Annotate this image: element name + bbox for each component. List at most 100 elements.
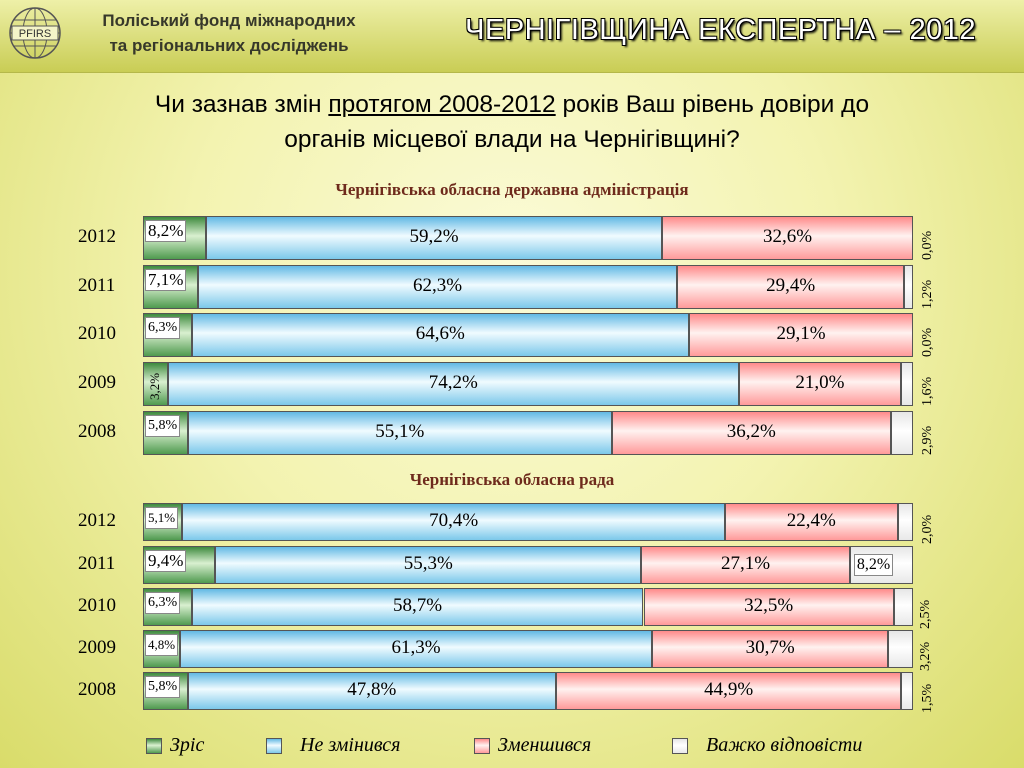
stacked-bar-1-2009 [143,362,913,406]
data-label-ne-zminyvsia: 64,6% [415,323,465,344]
year-label-1-2008: 2008 [78,421,116,442]
data-label-vazhko: 3,2% [918,641,933,671]
bar-segment-ne-zminyvsia [191,313,689,357]
year-label-1-2010: 2010 [78,323,116,344]
data-label-zmenshyvsia: 30,7% [745,637,795,658]
legend-label-zmenshyvsia: Зменшився [498,734,592,756]
legend-label-vazhko: Важко відповісти [706,734,863,756]
data-label-zris: 3,2% [147,372,162,400]
bar-segment-ne-zminyvsia [197,265,678,309]
year-label-1-2009: 2009 [78,372,116,393]
legend-item-vazhko: Важко відповісти [672,734,862,757]
chart-1-title: Чернігівська обласна державна адміністра… [335,180,689,199]
data-label-zmenshyvsia: 22,4% [786,510,836,531]
bar-segment-zmenshyvsia [688,313,913,357]
bar-segment-ne-zminyvsia [179,630,652,668]
data-label-zmenshyvsia: 32,6% [762,226,813,247]
legend-swatch-zmenshyvsia [474,737,490,754]
data-label-zmenshyvsia: 44,9% [704,679,754,700]
data-label-zris: 7,1% [145,269,187,291]
data-label-vazhko: 1,2% [920,279,935,309]
bar-segment-vazhko [900,362,913,406]
question-part-2: років Ваш рівень довіри до [555,91,870,118]
data-label-zris: 5,8% [145,415,181,437]
data-label-zris: 6,3% [145,317,181,339]
year-label-2-2012: 2012 [78,510,116,531]
data-label-vazhko: 2,0% [920,514,935,544]
bar-segment-ne-zminyvsia [187,411,612,455]
data-label-vazhko: 1,6% [920,376,935,406]
bar-segment-vazhko [893,588,913,626]
legend: Зріс Не змінився Зменшився Важко відпові… [0,734,1024,762]
data-label-ne-zminyvsia: 55,3% [403,553,453,574]
stacked-bar-1-2008 [143,411,913,455]
data-label-zris: 4,8% [145,634,179,656]
data-label-ne-zminyvsia: 58,7% [393,595,443,616]
data-label-zmenshyvsia: 36,2% [726,421,776,442]
globe-logo-icon: PFIRS [9,7,61,59]
data-label-ne-zminyvsia: 59,2% [409,226,459,247]
stacked-bar-2-2009 [143,630,913,668]
year-label-2-2011: 2011 [78,553,116,574]
data-label-zris: 6,3% [145,592,181,614]
organization-name: Поліський фонд міжнародних та регіональн… [74,8,384,58]
bar-segment-zris [143,362,168,406]
data-label-vazhko: 2,9% [920,425,935,455]
data-label-vazhko: 0,0% [920,230,935,260]
header-banner: PFIRS Поліський фонд міжнародних та регі… [0,0,1024,73]
org-line-2: та регіональних досліджень [109,36,349,55]
data-label-zmenshyvsia: 29,4% [766,275,816,296]
data-label-zmenshyvsia: 21,0% [795,372,845,393]
data-label-zris: 5,1% [145,507,179,529]
brand-title: ЧЕРНІГІВЩИНА ЕКСПЕРТНА – 2012 [465,14,976,46]
data-label-zmenshyvsia: 27,1% [721,553,771,574]
legend-item-zmenshyvsia: Зменшився [474,734,591,757]
year-label-2-2009: 2009 [78,637,116,658]
data-label-ne-zminyvsia: 47,8% [347,679,397,700]
year-label-1-2012: 2012 [78,226,116,247]
bar-segment-zmenshyvsia [611,411,891,455]
bar-segment-zmenshyvsia [641,546,850,584]
data-label-vazhko: 0,0% [920,327,935,357]
question-part-1: Чи зазнав змін [154,91,329,118]
chart-2-title: Чернігівська обласна рада [409,470,615,489]
bar-segment-ne-zminyvsia [167,362,739,406]
stacked-bar-2-2011 [143,546,913,584]
data-label-zris: 5,8% [145,676,181,698]
legend-swatch-zris [146,737,162,754]
data-label-zris: 8,2% [145,220,187,242]
bar-segment-zmenshyvsia [555,672,902,710]
data-label-ne-zminyvsia: 74,2% [428,372,478,393]
bar-segment-zmenshyvsia [724,503,898,541]
bar-segment-ne-zminyvsia [182,503,725,541]
bar-segment-zmenshyvsia [677,265,904,309]
legend-label-zris: Зріс [170,734,205,756]
bar-segment-vazhko [901,672,913,710]
data-label-vazhko: 2,5% [918,599,933,629]
legend-swatch-ne-zminyvsia [266,737,282,754]
legend-label-ne-zminyvsia: Не змінився [300,734,401,756]
data-label-ne-zminyvsia: 61,3% [391,637,441,658]
stacked-bar-2-2008 [143,672,913,710]
data-label-ne-zminyvsia: 70,4% [429,510,479,531]
stacked-bar-2-2010 [143,588,913,626]
data-label-ne-zminyvsia: 62,3% [413,275,463,296]
bar-segment-zmenshyvsia [651,630,889,668]
data-label-zris: 9,4% [145,550,187,572]
year-label-2-2010: 2010 [78,595,116,616]
bar-segment-vazhko [897,503,913,541]
bar-segment-ne-zminyvsia [215,546,642,584]
org-line-1: Поліський фонд міжнародних [102,11,356,30]
question-line-2: органів місцевої влади на Чернігівщині? [284,126,740,153]
data-label-zmenshyvsia: 32,5% [744,595,794,616]
legend-item-ne-zminyvsia: Не змінився [266,734,400,757]
bar-segment-zmenshyvsia [738,362,901,406]
bar-segment-zmenshyvsia [661,216,913,260]
bar-segment-vazhko [903,265,913,309]
bar-segment-ne-zminyvsia [187,672,556,710]
legend-item-zris: Зріс [146,734,204,757]
stacked-bar-1-2011 [143,265,913,309]
bar-segment-vazhko [888,630,913,668]
year-label-1-2011: 2011 [78,275,116,296]
stacked-bar-1-2010 [143,313,913,357]
